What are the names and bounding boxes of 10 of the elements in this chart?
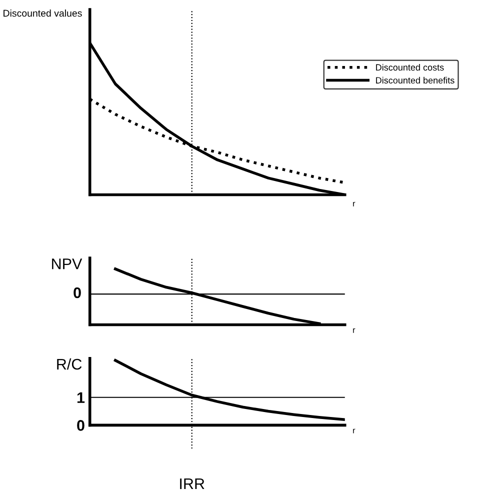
y-axis-title: Discounted values (4, 10, 82, 17)
text: IRR (180, 478, 204, 490)
x-axis-title: r (353, 328, 356, 333)
x-axis-title: r (353, 428, 356, 434)
y-tick-label: 1 (77, 392, 85, 403)
y-axis-title: R/C (57, 358, 82, 370)
x-axis-title: r (353, 202, 356, 206)
y-axis-title: NPV (52, 258, 82, 270)
legend-label: Discounted costs (376, 64, 444, 71)
legend-label: Discounted benefits (376, 76, 454, 84)
